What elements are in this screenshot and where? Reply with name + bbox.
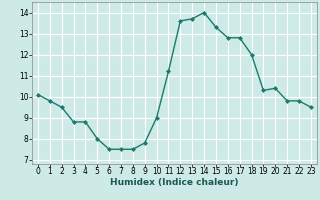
X-axis label: Humidex (Indice chaleur): Humidex (Indice chaleur) <box>110 178 239 187</box>
